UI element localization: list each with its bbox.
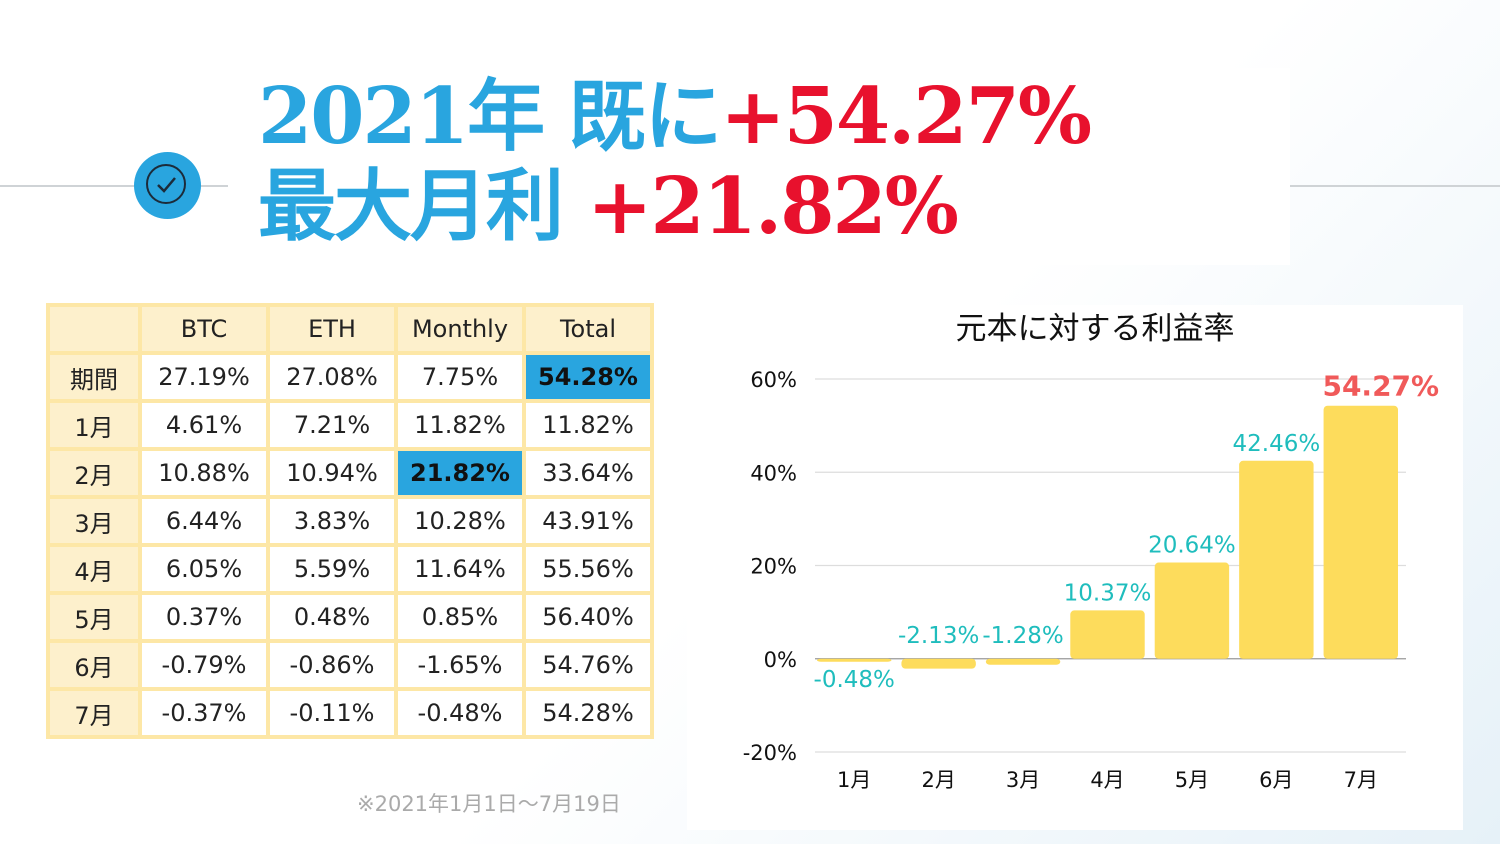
check-circle-icon xyxy=(134,152,201,219)
table-header-row: BTC ETH Monthly Total xyxy=(46,303,654,355)
x-tick-label: 3月 xyxy=(1006,768,1040,792)
column-header: Total xyxy=(522,303,654,355)
bar xyxy=(901,658,976,669)
column-header xyxy=(46,303,142,355)
bar xyxy=(1070,610,1145,659)
table-cell: 6.05% xyxy=(138,543,270,595)
table-cell: 10.28% xyxy=(394,495,526,547)
table-cell: 55.56% xyxy=(522,543,654,595)
headline-max-month: 最大月利 +21.82% xyxy=(258,161,959,252)
table-cell: -0.48% xyxy=(394,687,526,739)
bar xyxy=(1323,405,1398,659)
table-row: 期間 27.19% 27.08% 7.75% 54.28% xyxy=(46,351,654,403)
table-cell: 27.19% xyxy=(138,351,270,403)
x-tick-label: 4月 xyxy=(1090,768,1124,792)
data-label: 20.64% xyxy=(1148,533,1236,559)
table-cell: 3.83% xyxy=(266,495,398,547)
period-note: ※2021年1月1日～7月19日 xyxy=(357,792,621,816)
data-label: 10.37% xyxy=(1064,580,1152,606)
headline-ytd: 2021年 既に+54.27% xyxy=(258,71,1092,162)
y-tick-label: -20% xyxy=(743,741,797,765)
table-cell: 5.59% xyxy=(266,543,398,595)
table-cell: 7.75% xyxy=(394,351,526,403)
row-label: 5月 xyxy=(46,591,142,643)
table-cell: 10.88% xyxy=(138,447,270,499)
x-tick-label: 1月 xyxy=(837,768,871,792)
table-cell: -0.11% xyxy=(266,687,398,739)
table-cell: 7.21% xyxy=(266,399,398,451)
row-label: 7月 xyxy=(46,687,142,739)
table-cell: 6.44% xyxy=(138,495,270,547)
y-tick-label: 60% xyxy=(750,368,797,392)
table-cell: -0.79% xyxy=(138,639,270,691)
table-cell: 0.85% xyxy=(394,591,526,643)
row-label: 3月 xyxy=(46,495,142,547)
column-header: BTC xyxy=(138,303,270,355)
y-tick-label: 20% xyxy=(750,555,797,579)
title-box xyxy=(230,68,1290,265)
column-header: Monthly xyxy=(394,303,526,355)
divider-left xyxy=(0,185,228,187)
table-row: 5月 0.37% 0.48% 0.85% 56.40% xyxy=(46,591,654,643)
table-row: 2月 10.88% 10.94% 21.82% 33.64% xyxy=(46,447,654,499)
bar xyxy=(1239,460,1314,659)
table-cell: 43.91% xyxy=(522,495,654,547)
row-label: 4月 xyxy=(46,543,142,595)
data-label: -2.13% xyxy=(898,623,979,649)
table-cell: 54.76% xyxy=(522,639,654,691)
data-label: 42.46% xyxy=(1233,431,1321,457)
table-row: 6月 -0.79% -0.86% -1.65% 54.76% xyxy=(46,639,654,691)
table-cell: 21.82% xyxy=(394,447,526,499)
table-cell: 0.37% xyxy=(138,591,270,643)
table-cell: 0.48% xyxy=(266,591,398,643)
column-header: ETH xyxy=(266,303,398,355)
y-tick-label: 40% xyxy=(750,461,797,485)
table-cell: -0.37% xyxy=(138,687,270,739)
x-tick-label: 7月 xyxy=(1344,768,1378,792)
x-tick-label: 6月 xyxy=(1259,768,1293,792)
returns-table: BTC ETH Monthly Total 期間 27.19% 27.08% 7.75% 54.… xyxy=(46,303,654,739)
chart-title: 元本に対する利益率 xyxy=(956,311,1235,347)
row-label: 期間 xyxy=(46,351,142,403)
table-row: 3月 6.44% 3.83% 10.28% 43.91% xyxy=(46,495,654,547)
row-label: 6月 xyxy=(46,639,142,691)
table-cell: 33.64% xyxy=(522,447,654,499)
data-label: -1.28% xyxy=(982,623,1063,649)
table-cell: 54.28% xyxy=(522,351,654,403)
table-cell: 4.61% xyxy=(138,399,270,451)
bar xyxy=(985,658,1061,665)
data-label: -0.48% xyxy=(814,667,895,693)
data-label: 54.27% xyxy=(1322,370,1439,403)
y-tick-label: 0% xyxy=(764,648,797,672)
x-tick-label: 2月 xyxy=(921,768,955,792)
row-label: 1月 xyxy=(46,399,142,451)
table-row: 1月 4.61% 7.21% 11.82% 11.82% xyxy=(46,399,654,451)
bar xyxy=(817,658,892,662)
table-cell: 11.82% xyxy=(394,399,526,451)
table-cell: 11.82% xyxy=(522,399,654,451)
x-tick-label: 5月 xyxy=(1175,768,1209,792)
profit-rate-chart: 元本に対する利益率 -20% 0% 20% 40% 60% -0.48% 1月 -2.13% 2月… xyxy=(687,305,1463,830)
table-cell: 54.28% xyxy=(522,687,654,739)
table-cell: 27.08% xyxy=(266,351,398,403)
table-cell: 10.94% xyxy=(266,447,398,499)
divider-right xyxy=(1290,185,1500,187)
table-row: 4月 6.05% 5.59% 11.64% 55.56% xyxy=(46,543,654,595)
table-cell: 56.40% xyxy=(522,591,654,643)
table-cell: -1.65% xyxy=(394,639,526,691)
table-cell: -0.86% xyxy=(266,639,398,691)
bar xyxy=(1154,562,1230,659)
table-row: 7月 -0.37% -0.11% -0.48% 54.28% xyxy=(46,687,654,739)
row-label: 2月 xyxy=(46,447,142,499)
table-cell: 11.64% xyxy=(394,543,526,595)
